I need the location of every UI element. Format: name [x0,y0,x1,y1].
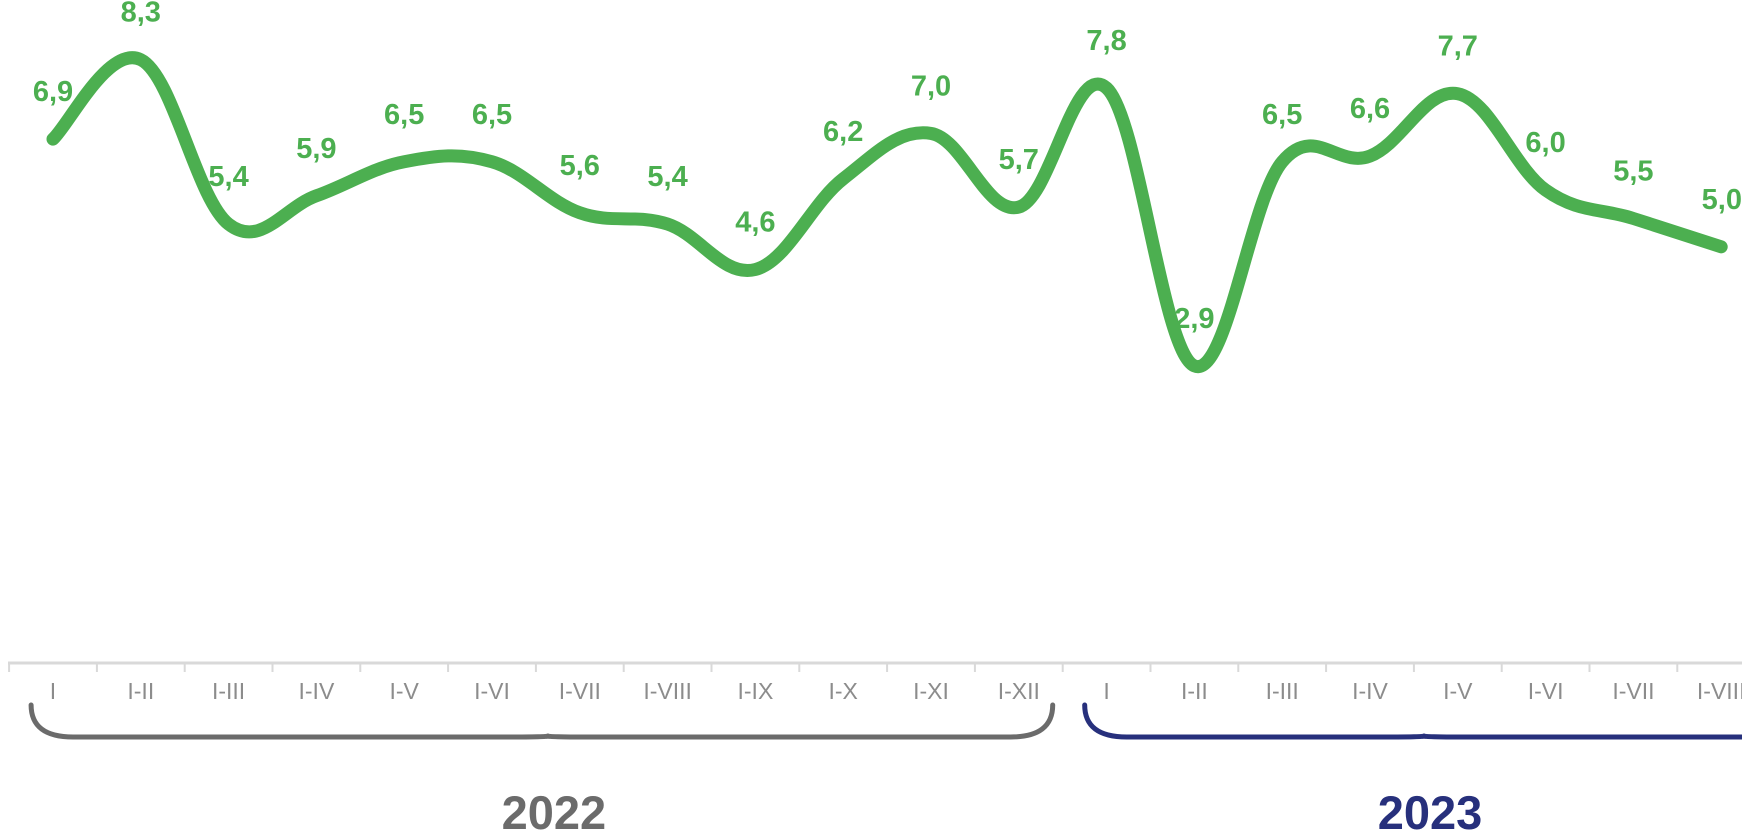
x-tick-label: I-VI [1528,678,1564,704]
data-label: 6,6 [1350,93,1390,125]
data-label: 5,6 [560,150,600,182]
x-tick-label: I-II [127,678,154,704]
series-line [46,51,1728,373]
year-label: 2023 [1378,786,1483,836]
x-tick-label: I-V [390,678,420,704]
data-label: 7,7 [1438,31,1478,63]
data-label: 5,9 [296,133,336,165]
data-label: 5,4 [208,161,248,193]
data-label: 6,5 [384,99,424,131]
x-tick-label: I-IX [738,678,774,704]
x-tick-label: I-V [1443,678,1473,704]
data-label: 2,9 [1174,303,1214,335]
data-label: 4,6 [735,206,775,238]
data-label: 8,3 [121,0,161,29]
data-label: 6,5 [1262,99,1302,131]
data-label: 6,0 [1525,127,1565,159]
x-tick-label: I-II [1181,678,1208,704]
x-tick-label: I-IV [299,678,335,704]
x-tick-label: I-XII [998,678,1040,704]
x-tick-label: I-VIII [643,678,692,704]
series-line-group [46,51,1728,373]
x-tick-label: I-VIII [1697,678,1742,704]
data-label: 5,5 [1613,155,1653,187]
x-tick-label: I-XI [913,678,949,704]
data-label: 5,7 [999,144,1039,176]
year-brace [1082,702,1742,740]
data-label: 6,9 [33,76,73,108]
year-braces: 2022 2023 [28,702,1742,836]
x-tick-label: I-III [212,678,245,704]
x-tick-label: I [1103,678,1109,704]
x-tick-label: I-X [829,678,858,704]
data-label: 5,4 [647,161,687,193]
x-tick-label: I-III [1266,678,1299,704]
x-tick-label: I-VI [474,678,510,704]
x-tick-label: I [50,678,56,704]
data-label: 7,0 [911,70,951,102]
data-label: 6,2 [823,116,863,148]
data-label: 7,8 [1086,25,1126,57]
x-tick-label: I-VII [559,678,601,704]
year-brace [28,702,1056,740]
x-tick-label: I-VII [1612,678,1654,704]
x-axis: I I-II I-III I-IV I-V I-VI I-VII I-VIII I-IX I-X I… [8,661,1742,704]
data-label: 5,0 [1702,184,1742,216]
x-tick-label: I-IV [1352,678,1388,704]
data-label: 6,5 [472,99,512,131]
data-labels: 6,9 8,3 5,4 5,9 6,5 6,5 5,6 5,4 4,6 6,2 7,0 5,7 7,8 2… [33,0,1742,335]
year-label: 2022 [502,786,607,836]
